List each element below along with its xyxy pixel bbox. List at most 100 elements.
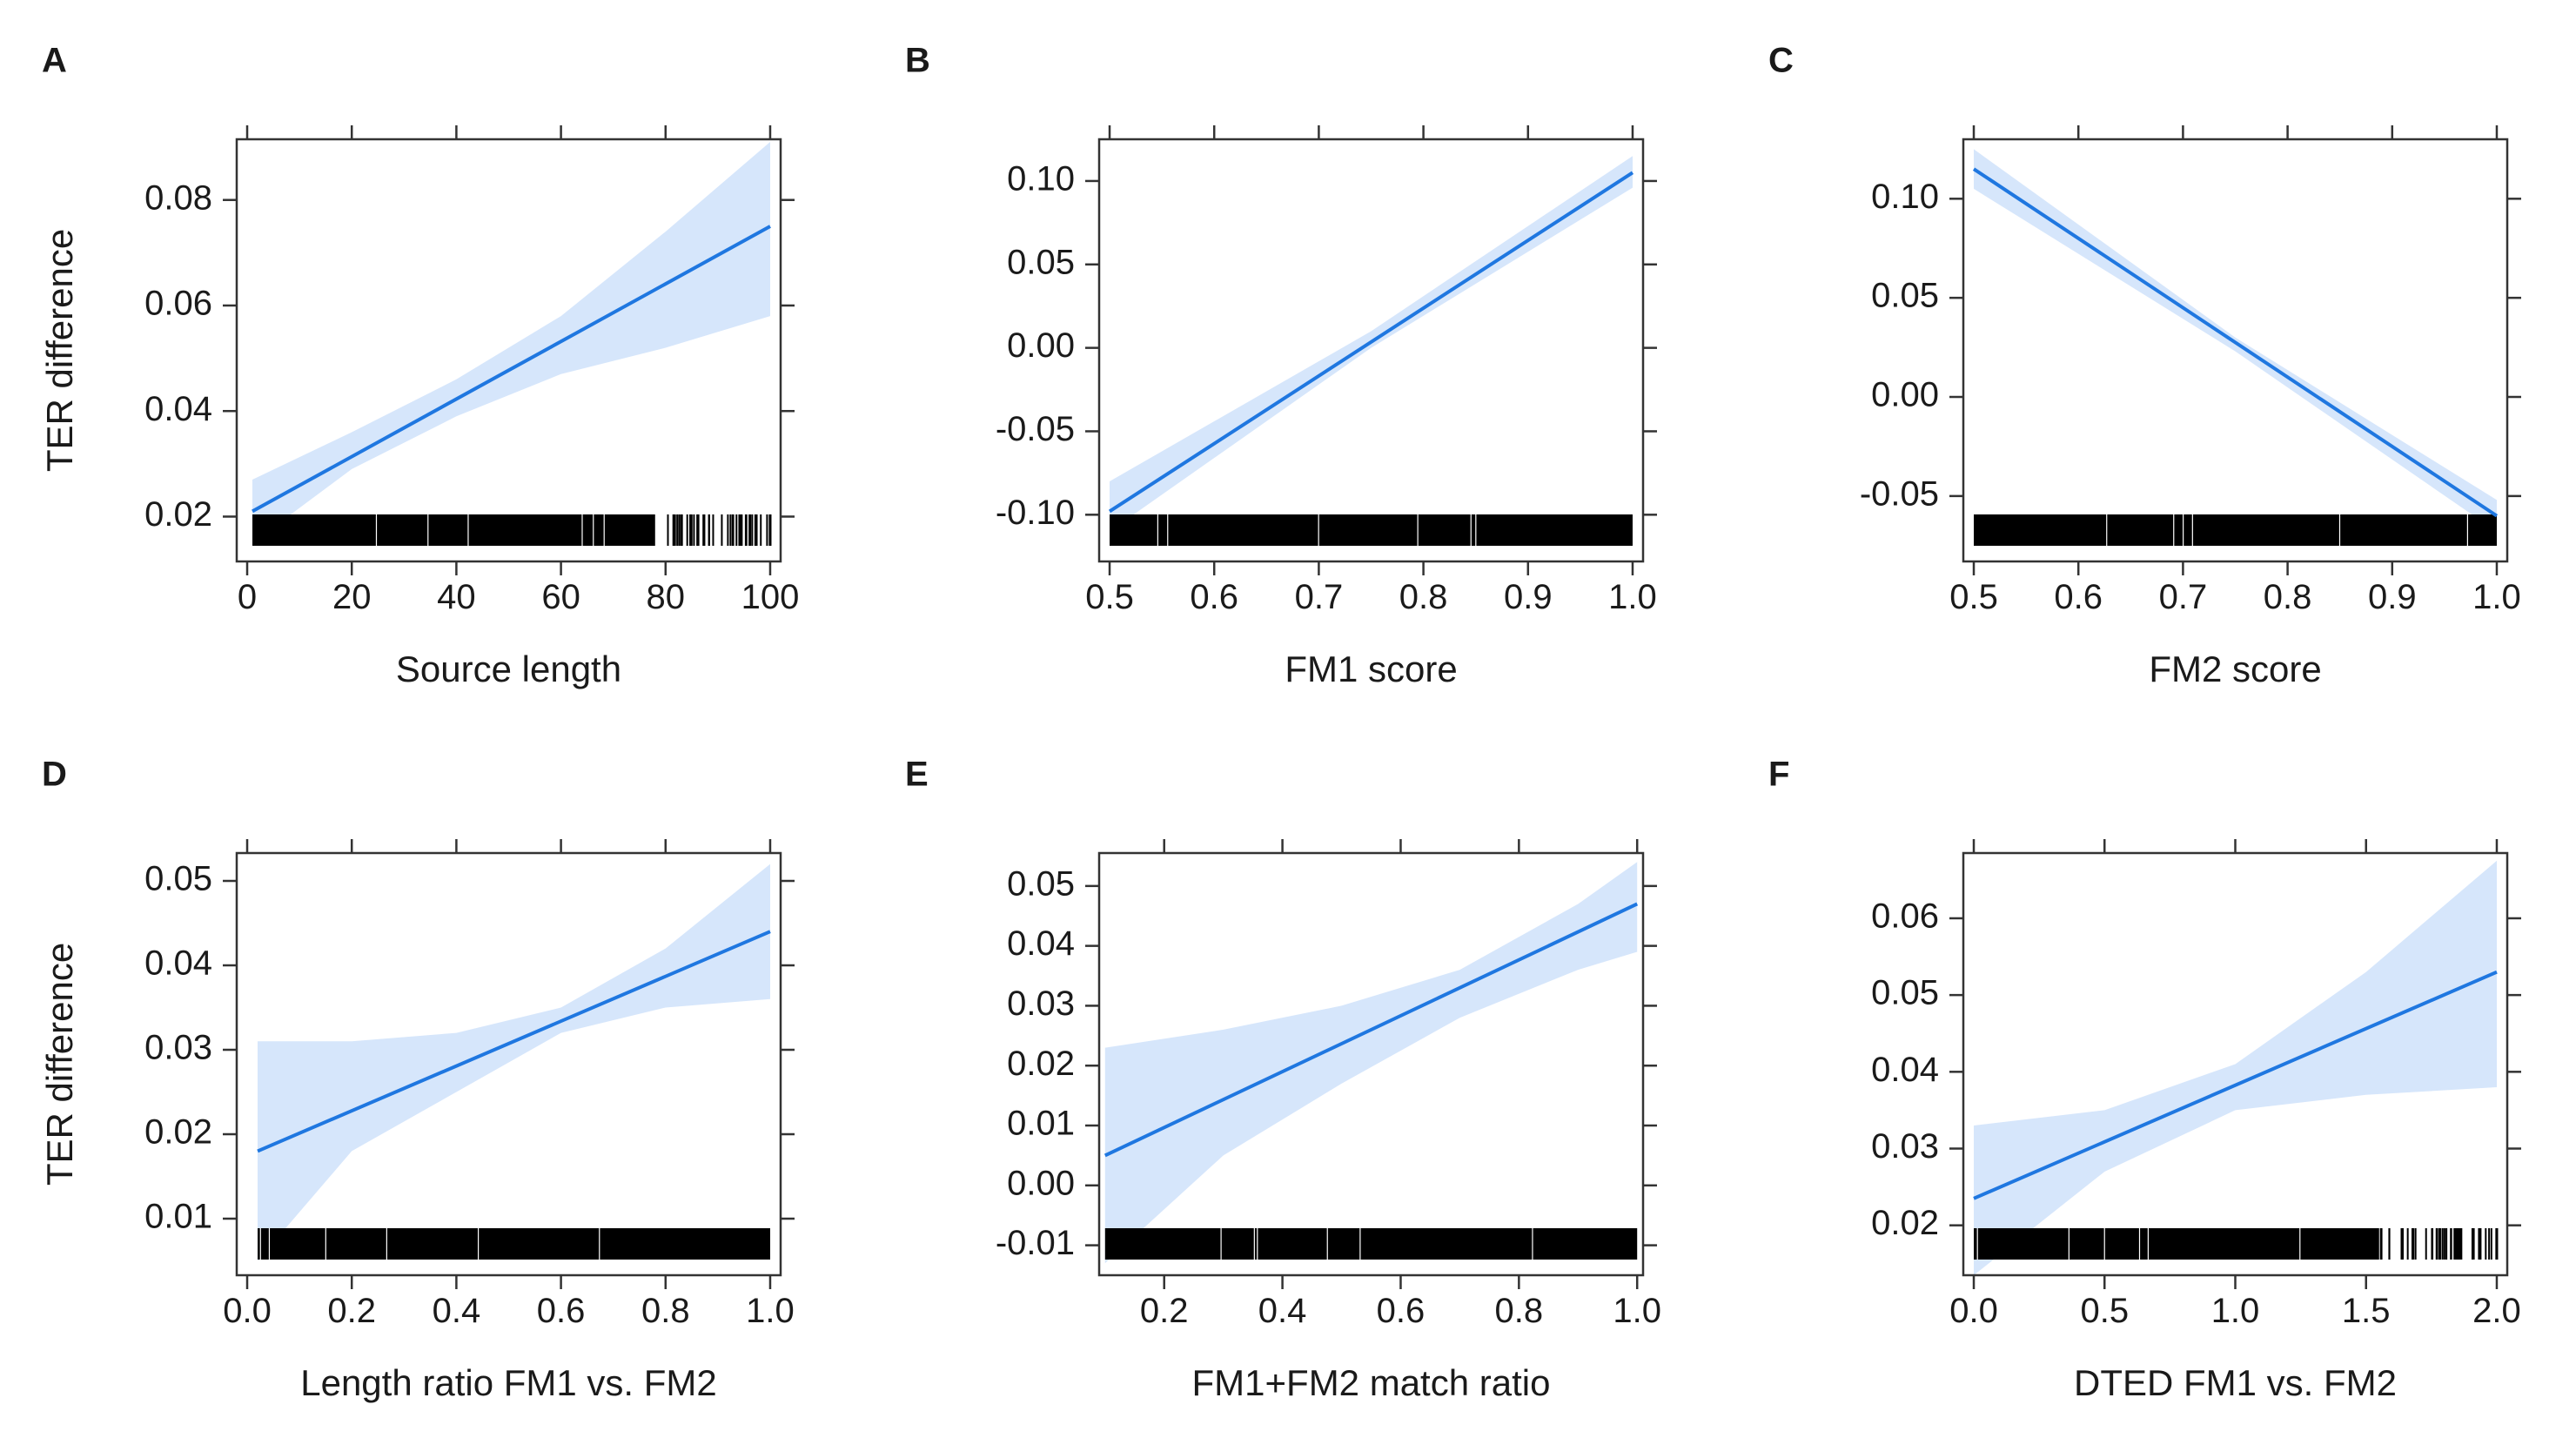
y-tick-label: -0.01 <box>996 1224 1075 1262</box>
y-tick-label: 0.03 <box>1871 1127 1939 1166</box>
x-tick-label: 0.9 <box>1504 578 1553 616</box>
rug-dense <box>1104 1228 1638 1260</box>
y-tick-label: -0.05 <box>996 410 1075 448</box>
plot-frame <box>1097 851 1645 1277</box>
panel-letter: C <box>1768 42 1794 80</box>
x-tick-label: 0.7 <box>2159 578 2208 616</box>
panel-a: A 0 20 40 60 80 100 0.02 0.04 0.06 0.08 Source leng… <box>39 42 799 689</box>
y-tick-label: 0.04 <box>1007 924 1075 963</box>
rug-dense <box>1974 1228 2379 1260</box>
confidence-band <box>258 863 770 1261</box>
y-tick-label: 0.03 <box>144 1029 212 1067</box>
x-tick-label: 1.0 <box>1608 578 1657 616</box>
fit-line <box>257 930 771 1153</box>
x-tick-label: 0.9 <box>2368 578 2417 616</box>
rug-marks <box>1104 1228 1638 1260</box>
rug-marks <box>258 1228 770 1260</box>
fit-line <box>1108 171 1634 514</box>
y-tick-label: -0.10 <box>996 494 1075 532</box>
x-tick-label: 20 <box>332 578 372 616</box>
y-tick-label: 0.02 <box>1007 1045 1075 1083</box>
x-tick-label: 0.2 <box>1140 1292 1189 1330</box>
x-tick-label: 1.0 <box>1613 1292 1661 1330</box>
x-tick-label: 0.8 <box>2264 578 2312 616</box>
panel-c: C 0.5 0.6 0.7 0.8 0.9 1.0 -0.05 0.00 0.05 0.10 FM2 … <box>1768 42 2521 689</box>
x-tick-label: 0.8 <box>1399 578 1448 616</box>
rug-dense <box>252 514 655 546</box>
panel-letter: B <box>905 42 930 80</box>
panel-e: E 0.2 0.4 0.6 0.8 1.0 -0.01 0.00 0.01 0.02 0.03 0.0… <box>905 756 1661 1403</box>
x-tick-label: 0.4 <box>1258 1292 1307 1330</box>
y-tick-label: 0.00 <box>1871 376 1939 414</box>
confidence-band <box>1974 860 2497 1275</box>
y-tick-label: 0.06 <box>144 285 212 323</box>
confidence-band <box>1104 862 1638 1264</box>
y-tick-label: 0.00 <box>1007 1164 1075 1202</box>
x-tick-label: 1.0 <box>2211 1292 2260 1330</box>
x-tick-label: 40 <box>437 578 476 616</box>
fit-line <box>1104 902 1639 1158</box>
y-tick-label: 0.04 <box>1871 1051 1939 1089</box>
x-tick-label: 0.8 <box>1495 1292 1544 1330</box>
y-tick-label: 0.04 <box>144 944 212 983</box>
x-tick-label: 0.6 <box>1377 1292 1426 1330</box>
plot-frame <box>1097 138 1645 563</box>
y-tick-label: 0.05 <box>1007 243 1075 281</box>
y-tick-label: 0.10 <box>1871 178 1939 216</box>
x-tick-label: 2.0 <box>2472 1292 2521 1330</box>
x-tick-label: 1.0 <box>746 1292 795 1330</box>
panel-f: F 0.0 0.5 1.0 1.5 2.0 0.02 0.03 0.04 0.05 0.06 DTED… <box>1768 756 2521 1403</box>
confidence-band <box>252 142 770 543</box>
y-tick-label: 0.08 <box>144 178 212 217</box>
y-tick-label: 0.01 <box>1007 1105 1075 1143</box>
fit-line <box>252 225 771 514</box>
rug-dense <box>1110 514 1633 546</box>
rug-dense <box>1974 514 2497 546</box>
y-tick-label: 0.02 <box>144 495 212 534</box>
y-axis-title: TER difference <box>39 943 80 1186</box>
y-tick-label: 0.10 <box>1007 159 1075 198</box>
rug-dense <box>258 1228 770 1260</box>
plot-frame <box>235 138 782 563</box>
x-axis-title: DTED FM1 vs. FM2 <box>2074 1362 2397 1403</box>
x-tick-label: 0.6 <box>1190 578 1238 616</box>
rug-marks <box>252 514 772 546</box>
x-tick-label: 0.0 <box>1949 1292 1998 1330</box>
x-tick-label: 0 <box>238 578 257 616</box>
panel-d: D 0.0 0.2 0.4 0.6 0.8 1.0 0.01 0.02 0.03 0.04 0.05 L… <box>39 756 795 1403</box>
y-tick-label: 0.02 <box>1871 1204 1939 1242</box>
x-axis-title: Source length <box>396 648 621 689</box>
y-tick-label: 0.01 <box>144 1198 212 1236</box>
y-tick-label: 0.03 <box>1007 984 1075 1023</box>
fit-line <box>1972 167 2499 518</box>
x-tick-label: 0.8 <box>641 1292 690 1330</box>
y-tick-label: 0.06 <box>1871 897 1939 936</box>
y-tick-label: 0.02 <box>144 1113 212 1152</box>
y-tick-label: 0.04 <box>144 390 212 428</box>
plot-frame <box>235 851 782 1277</box>
x-axis-title: Length ratio FM1 vs. FM2 <box>300 1362 717 1403</box>
x-tick-label: 0.5 <box>1949 578 1998 616</box>
x-tick-label: 0.6 <box>537 1292 586 1330</box>
panel-letter: D <box>42 756 67 794</box>
x-tick-label: 80 <box>647 578 686 616</box>
panel-letter: E <box>905 756 929 794</box>
x-tick-label: 0.2 <box>327 1292 376 1330</box>
x-tick-label: 1.5 <box>2342 1292 2391 1330</box>
x-tick-label: 0.5 <box>2080 1292 2129 1330</box>
panel-b: B 0.5 0.6 0.7 0.8 0.9 1.0 -0.10 -0.05 0.00 0.05 0.1… <box>905 42 1657 689</box>
rug-marks <box>1974 514 2497 546</box>
y-tick-label: 0.05 <box>1871 277 1939 315</box>
x-tick-label: 0.0 <box>223 1292 272 1330</box>
panel-letter: F <box>1768 756 1789 794</box>
y-tick-label: 0.05 <box>1007 864 1075 903</box>
y-tick-label: 0.05 <box>144 860 212 898</box>
x-tick-label: 0.5 <box>1085 578 1134 616</box>
rug-marks <box>1974 1228 2499 1260</box>
rug-marks <box>1110 514 1633 546</box>
plot-frame <box>1962 138 2509 563</box>
x-tick-label: 1.0 <box>2472 578 2521 616</box>
fit-line <box>1973 970 2498 1200</box>
y-tick-label: -0.05 <box>1860 474 1939 513</box>
